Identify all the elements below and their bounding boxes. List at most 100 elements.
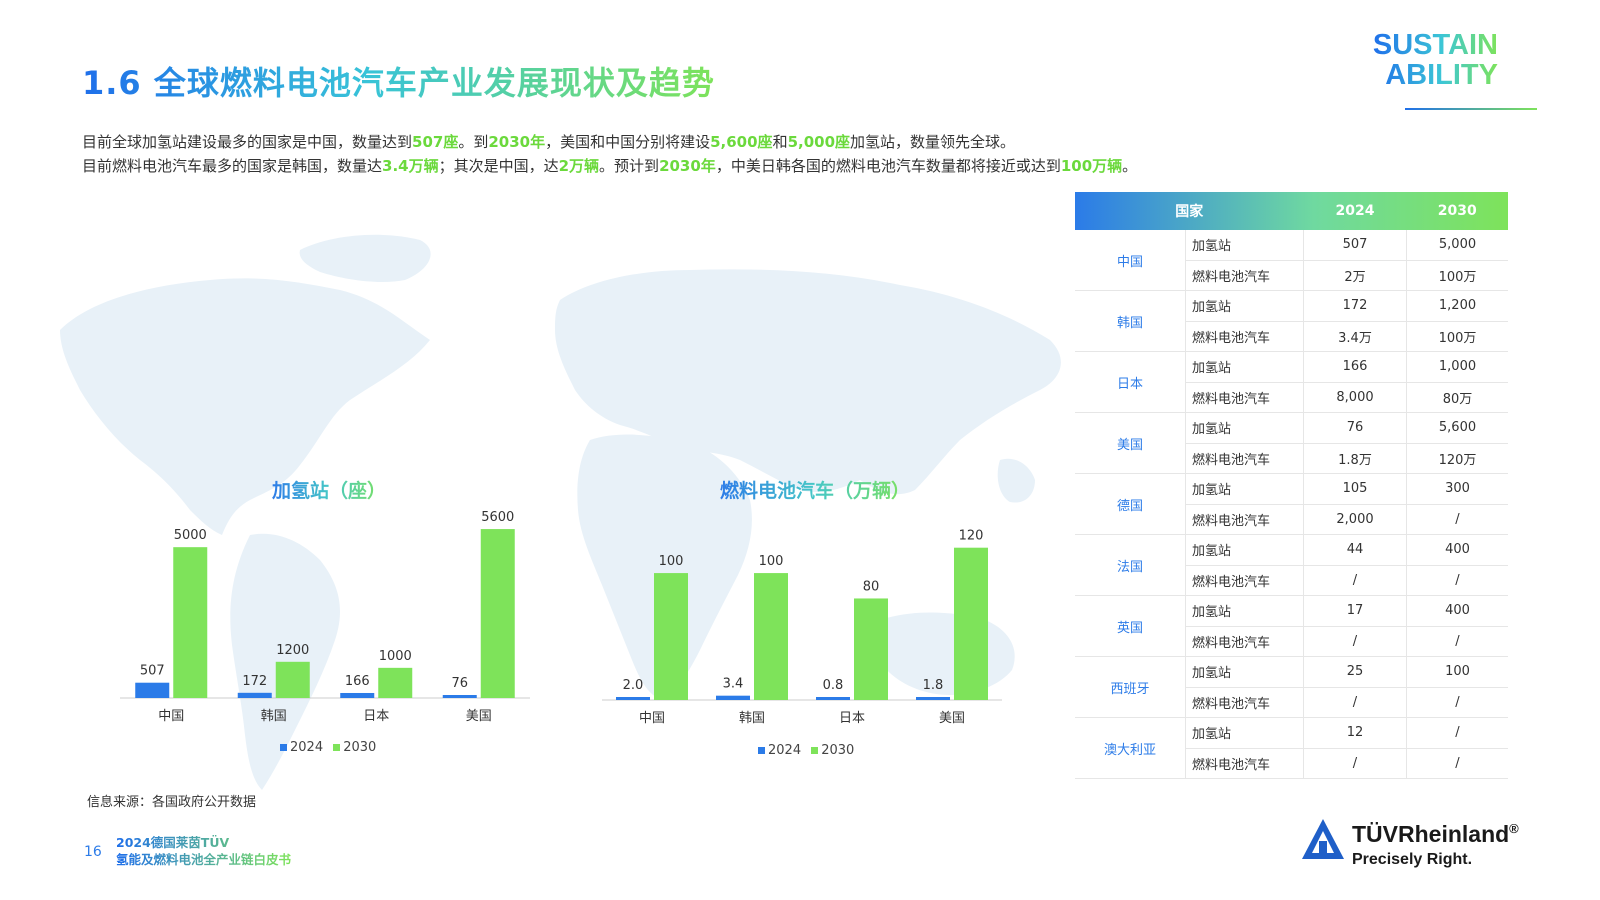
data-label-2024-2: 166: [345, 674, 370, 689]
table-row: 中国 加氢站 507 5,000: [1075, 230, 1508, 291]
table-row: 美国 加氢站 76 5,600: [1075, 412, 1508, 474]
legend-swatch-2030: [811, 747, 819, 754]
tuv-triangle-icon: [1302, 819, 1344, 859]
x-tick-label-1: 韩国: [261, 709, 287, 724]
table-cell-2030: 100万: [1406, 260, 1508, 291]
table-cell-country: 西班牙: [1075, 656, 1186, 718]
data-label-2024-0: 2.0: [623, 678, 644, 693]
chart-hydrogen-stations: 507 5000 中国 172 1200 韩国 166 1000 日本 76 5600 美国: [120, 510, 530, 724]
table-cell-2030: 5,000: [1406, 230, 1508, 261]
data-label-2030-3: 5600: [481, 510, 514, 525]
table-row: 日本 加氢站 166 1,000: [1075, 351, 1508, 413]
table-row: 德国 加氢站 105 300: [1075, 473, 1508, 535]
table-row: 燃料电池汽车 2,000/: [1075, 504, 1508, 535]
table-cell-2024: /: [1303, 626, 1407, 657]
table-cell-metric: 加氢站: [1185, 595, 1304, 627]
table-cell-metric: 加氢站: [1185, 351, 1304, 383]
bar-2024-3: [442, 695, 477, 698]
bar-2024-1: [716, 695, 750, 700]
table-cell-metric: 燃料电池汽车: [1185, 626, 1304, 657]
legend-swatch-2024: [280, 744, 287, 751]
table-cell-2030: /: [1406, 504, 1508, 535]
bar-2030-1: [754, 573, 788, 700]
table-row: 法国 加氢站 44 400: [1075, 534, 1508, 596]
chart-hydrogen-stations-title: 加氢站（座）: [272, 476, 386, 503]
table-cell-country: 美国: [1075, 412, 1186, 474]
intro-text: 目前全球加氢站建设最多的国家是中国，数量达到507座。到2030年，美国和中国分…: [82, 130, 1137, 178]
table-cell-metric: 燃料电池汽车: [1185, 382, 1304, 413]
table-cell-metric: 燃料电池汽车: [1185, 748, 1304, 779]
x-tick-label-0: 中国: [639, 711, 665, 726]
table-cell-country: 英国: [1075, 595, 1186, 657]
table-row: 燃料电池汽车 / /: [1075, 565, 1508, 596]
data-label-2024-0: 507: [140, 664, 165, 679]
table-cell-country: 韩国: [1075, 290, 1186, 352]
table-cell-2030: /: [1406, 748, 1508, 779]
table-cell-2024: /: [1303, 687, 1407, 718]
chart-fuel-cell-vehicles-title: 燃料电池汽车（万辆）: [720, 476, 910, 503]
data-label-2030-3: 120: [959, 529, 984, 544]
table-row: 燃料电池汽车 / /: [1075, 626, 1508, 657]
table-cell-2030: 300: [1406, 473, 1508, 505]
sustainability-logo: SUSTAIN ABILITY: [1372, 29, 1498, 91]
bar-2030-1: [275, 661, 310, 698]
table-row: 燃料电池汽车 8,000 80万: [1075, 382, 1508, 413]
table-cell-country: 日本: [1075, 351, 1186, 413]
table-cell-country: 澳大利亚: [1075, 717, 1186, 779]
legend-item-2024: 2024: [758, 743, 801, 758]
table-cell-2030: 5,600: [1406, 412, 1508, 444]
table-cell-2030: /: [1406, 687, 1508, 718]
x-tick-label-0: 中国: [158, 709, 184, 724]
legend-item-2024: 2024: [280, 740, 323, 755]
table-cell-2024: /: [1303, 748, 1407, 779]
table-cell-2024: 172: [1303, 290, 1407, 322]
table-cell-metric: 加氢站: [1185, 412, 1304, 444]
table-cell-2024: 105: [1303, 473, 1407, 505]
data-label-2030-1: 100: [759, 554, 784, 569]
data-label-2030-0: 5000: [174, 528, 207, 543]
x-tick-label-1: 韩国: [739, 711, 765, 726]
table-row: 澳大利亚 加氢站 12/: [1075, 717, 1508, 779]
table-cell-2030: 400: [1406, 534, 1508, 566]
table-cell-country: 中国: [1075, 230, 1186, 291]
table-header-row: 国家 2024 2030: [1075, 192, 1508, 230]
bar-2024-2: [816, 697, 850, 700]
legend-swatch-2024: [758, 747, 765, 754]
bar-2030-2: [378, 667, 413, 698]
data-label-2024-3: 76: [451, 676, 468, 691]
table-cell-2030: 1,200: [1406, 290, 1508, 322]
table-cell-2024: 8,000: [1303, 382, 1407, 413]
table-cell-country: 法国: [1075, 534, 1186, 596]
data-label-2030-2: 1000: [379, 649, 412, 664]
page-title: 1.6 全球燃料电池汽车产业发展现状及趋势: [82, 58, 715, 104]
table-cell-metric: 燃料电池汽车: [1185, 565, 1304, 596]
world-map-background: [60, 234, 1061, 790]
table-cell-metric: 燃料电池汽车: [1185, 504, 1304, 535]
data-label-2024-2: 0.8: [823, 678, 844, 693]
data-label-2030-1: 1200: [276, 643, 309, 658]
bar-2024-1: [237, 692, 272, 698]
bar-2024-3: [916, 697, 950, 700]
table-row: 韩国 加氢站 172 1,200: [1075, 290, 1508, 352]
table-cell-2024: 1.8万: [1303, 443, 1407, 474]
table-cell-2024: 166: [1303, 351, 1407, 383]
x-tick-label-2: 日本: [363, 709, 389, 724]
tuv-name: TÜVRheinland®: [1352, 821, 1519, 847]
table-cell-2030: 80万: [1406, 382, 1508, 413]
legend-item-2030: 2030: [811, 743, 854, 758]
table-cell-2030: 120万: [1406, 443, 1508, 474]
bar-2030-3: [954, 547, 988, 700]
table-row: 英国 加氢站 17 400: [1075, 595, 1508, 657]
table-cell-2030: 100万: [1406, 321, 1508, 352]
table-cell-2024: 2万: [1303, 260, 1407, 291]
table-cell-2030: /: [1406, 626, 1508, 657]
table-row: 燃料电池汽车 3.4万 100万: [1075, 321, 1508, 352]
x-tick-label-3: 美国: [466, 709, 492, 724]
tuv-logo: TÜVRheinland® Precisely Right.: [1300, 815, 1545, 875]
table-cell-metric: 燃料电池汽车: [1185, 687, 1304, 718]
table-row: 燃料电池汽车 2万 100万: [1075, 260, 1508, 291]
table-cell-2024: 25: [1303, 656, 1407, 688]
table-header-2030: 2030: [1437, 203, 1477, 219]
bar-2030-0: [173, 547, 208, 698]
chart-hydrogen-stations-legend: 2024 2030: [280, 740, 382, 755]
